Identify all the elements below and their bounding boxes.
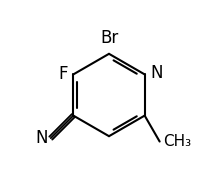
Text: CH₃: CH₃ [163, 134, 191, 149]
Text: Br: Br [100, 29, 118, 47]
Text: F: F [58, 65, 68, 83]
Text: N: N [36, 129, 48, 147]
Text: N: N [150, 63, 162, 82]
